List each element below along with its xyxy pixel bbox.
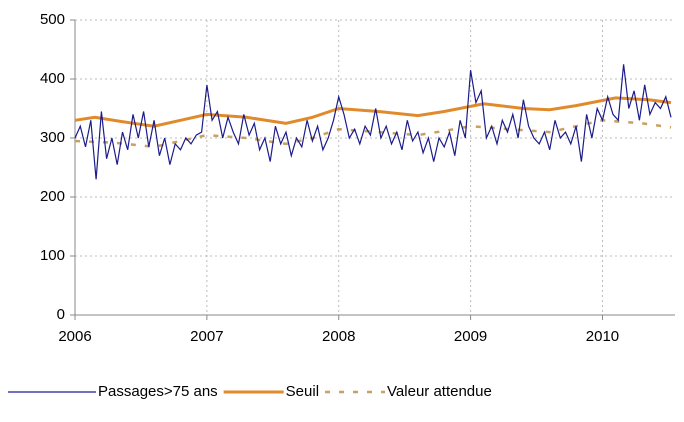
y-tick-label: 400 bbox=[40, 70, 65, 87]
series-line bbox=[74, 64, 672, 180]
y-tick-label: 0 bbox=[57, 306, 65, 323]
y-tick-label: 100 bbox=[40, 247, 65, 264]
legend-label: Passages>75 ans bbox=[98, 383, 218, 400]
legend-label: Seuil bbox=[286, 383, 319, 400]
x-tick-label: 2009 bbox=[454, 328, 487, 345]
x-tick-label: 2008 bbox=[322, 328, 355, 345]
y-tick-label: 300 bbox=[40, 129, 65, 146]
legend-label: Valeur attendue bbox=[387, 383, 492, 400]
x-tick-label: 2007 bbox=[190, 328, 223, 345]
y-tick-label: 500 bbox=[40, 11, 65, 28]
y-tick-label: 200 bbox=[40, 188, 65, 205]
series-line bbox=[74, 96, 672, 128]
x-tick-label: 2010 bbox=[586, 328, 619, 345]
x-tick-label: 2006 bbox=[58, 328, 91, 345]
